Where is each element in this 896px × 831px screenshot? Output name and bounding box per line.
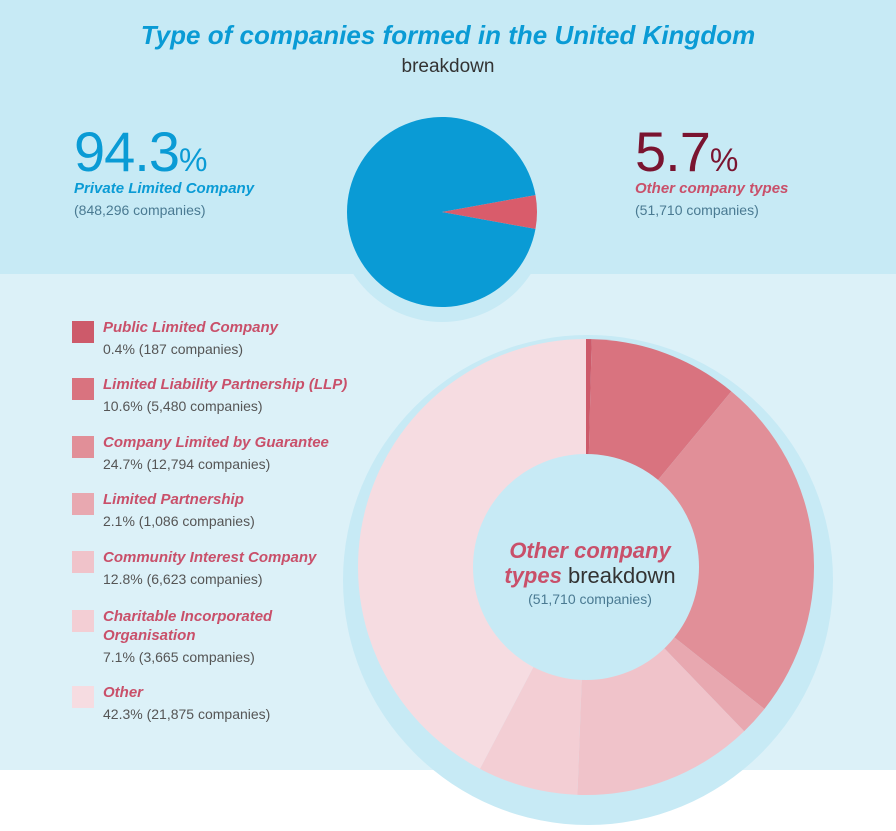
donut-hole: [473, 454, 699, 680]
legend-swatch: [72, 686, 94, 708]
legend-label: Limited Liability Partnership (LLP): [103, 376, 348, 393]
legend-label: Public Limited Company: [103, 319, 279, 336]
private-count: (848,296 companies): [74, 202, 206, 218]
other-percent: 5.7%: [635, 124, 738, 180]
other-percent-value: 5.7: [635, 120, 711, 183]
donut-center-line1: Other company: [509, 538, 671, 563]
company-type-pie-slice-private-limited-company: [347, 117, 536, 307]
donut-center-line2: types breakdown: [474, 563, 706, 588]
donut-center-line2-em: types: [504, 563, 562, 588]
legend-value: 0.4% (187 companies): [103, 341, 244, 357]
legend-swatch: [72, 378, 94, 400]
chart-subtitle: breakdown: [401, 56, 495, 77]
legend-swatch: [72, 551, 94, 573]
legend-swatch: [72, 610, 94, 632]
legend-label: Other: [103, 684, 144, 701]
donut-center-line2-plain: breakdown: [567, 563, 676, 588]
legend-label: Limited Partnership: [103, 491, 244, 508]
legend-value: 7.1% (3,665 companies): [103, 649, 255, 665]
private-percent: 94.3%: [74, 124, 207, 180]
legend-value: 2.1% (1,086 companies): [103, 513, 255, 529]
legend-swatch: [72, 436, 94, 458]
private-percent-value: 94.3: [74, 120, 180, 183]
legend-swatch: [72, 321, 94, 343]
legend-value: 12.8% (6,623 companies): [103, 571, 263, 587]
legend-swatch: [72, 493, 94, 515]
private-percent-unit: %: [179, 142, 207, 178]
legend-value: 42.3% (21,875 companies): [103, 706, 271, 722]
company-type-pie-slice-other-company-types: [442, 195, 537, 229]
legend-value: 10.6% (5,480 companies): [103, 398, 263, 414]
legend-label: Charitable Incorporated Organisation: [103, 608, 273, 644]
donut-center-label: Other company types breakdown (51,710 co…: [474, 538, 706, 610]
other-count: (51,710 companies): [635, 202, 759, 218]
other-percent-unit: %: [709, 142, 738, 178]
legend-label: Community Interest Company: [103, 549, 317, 566]
chart-title: Type of companies formed in the United K…: [140, 20, 756, 50]
other-types-donut-slice-company-limited-by-guarantee: [586, 391, 815, 709]
donut-center-count: (51,710 companies): [528, 591, 652, 607]
other-label: Other company types: [635, 180, 789, 197]
legend-value: 24.7% (12,794 companies): [103, 456, 271, 472]
private-label: Private Limited Company: [74, 180, 255, 197]
legend-label: Company Limited by Guarantee: [103, 434, 329, 451]
